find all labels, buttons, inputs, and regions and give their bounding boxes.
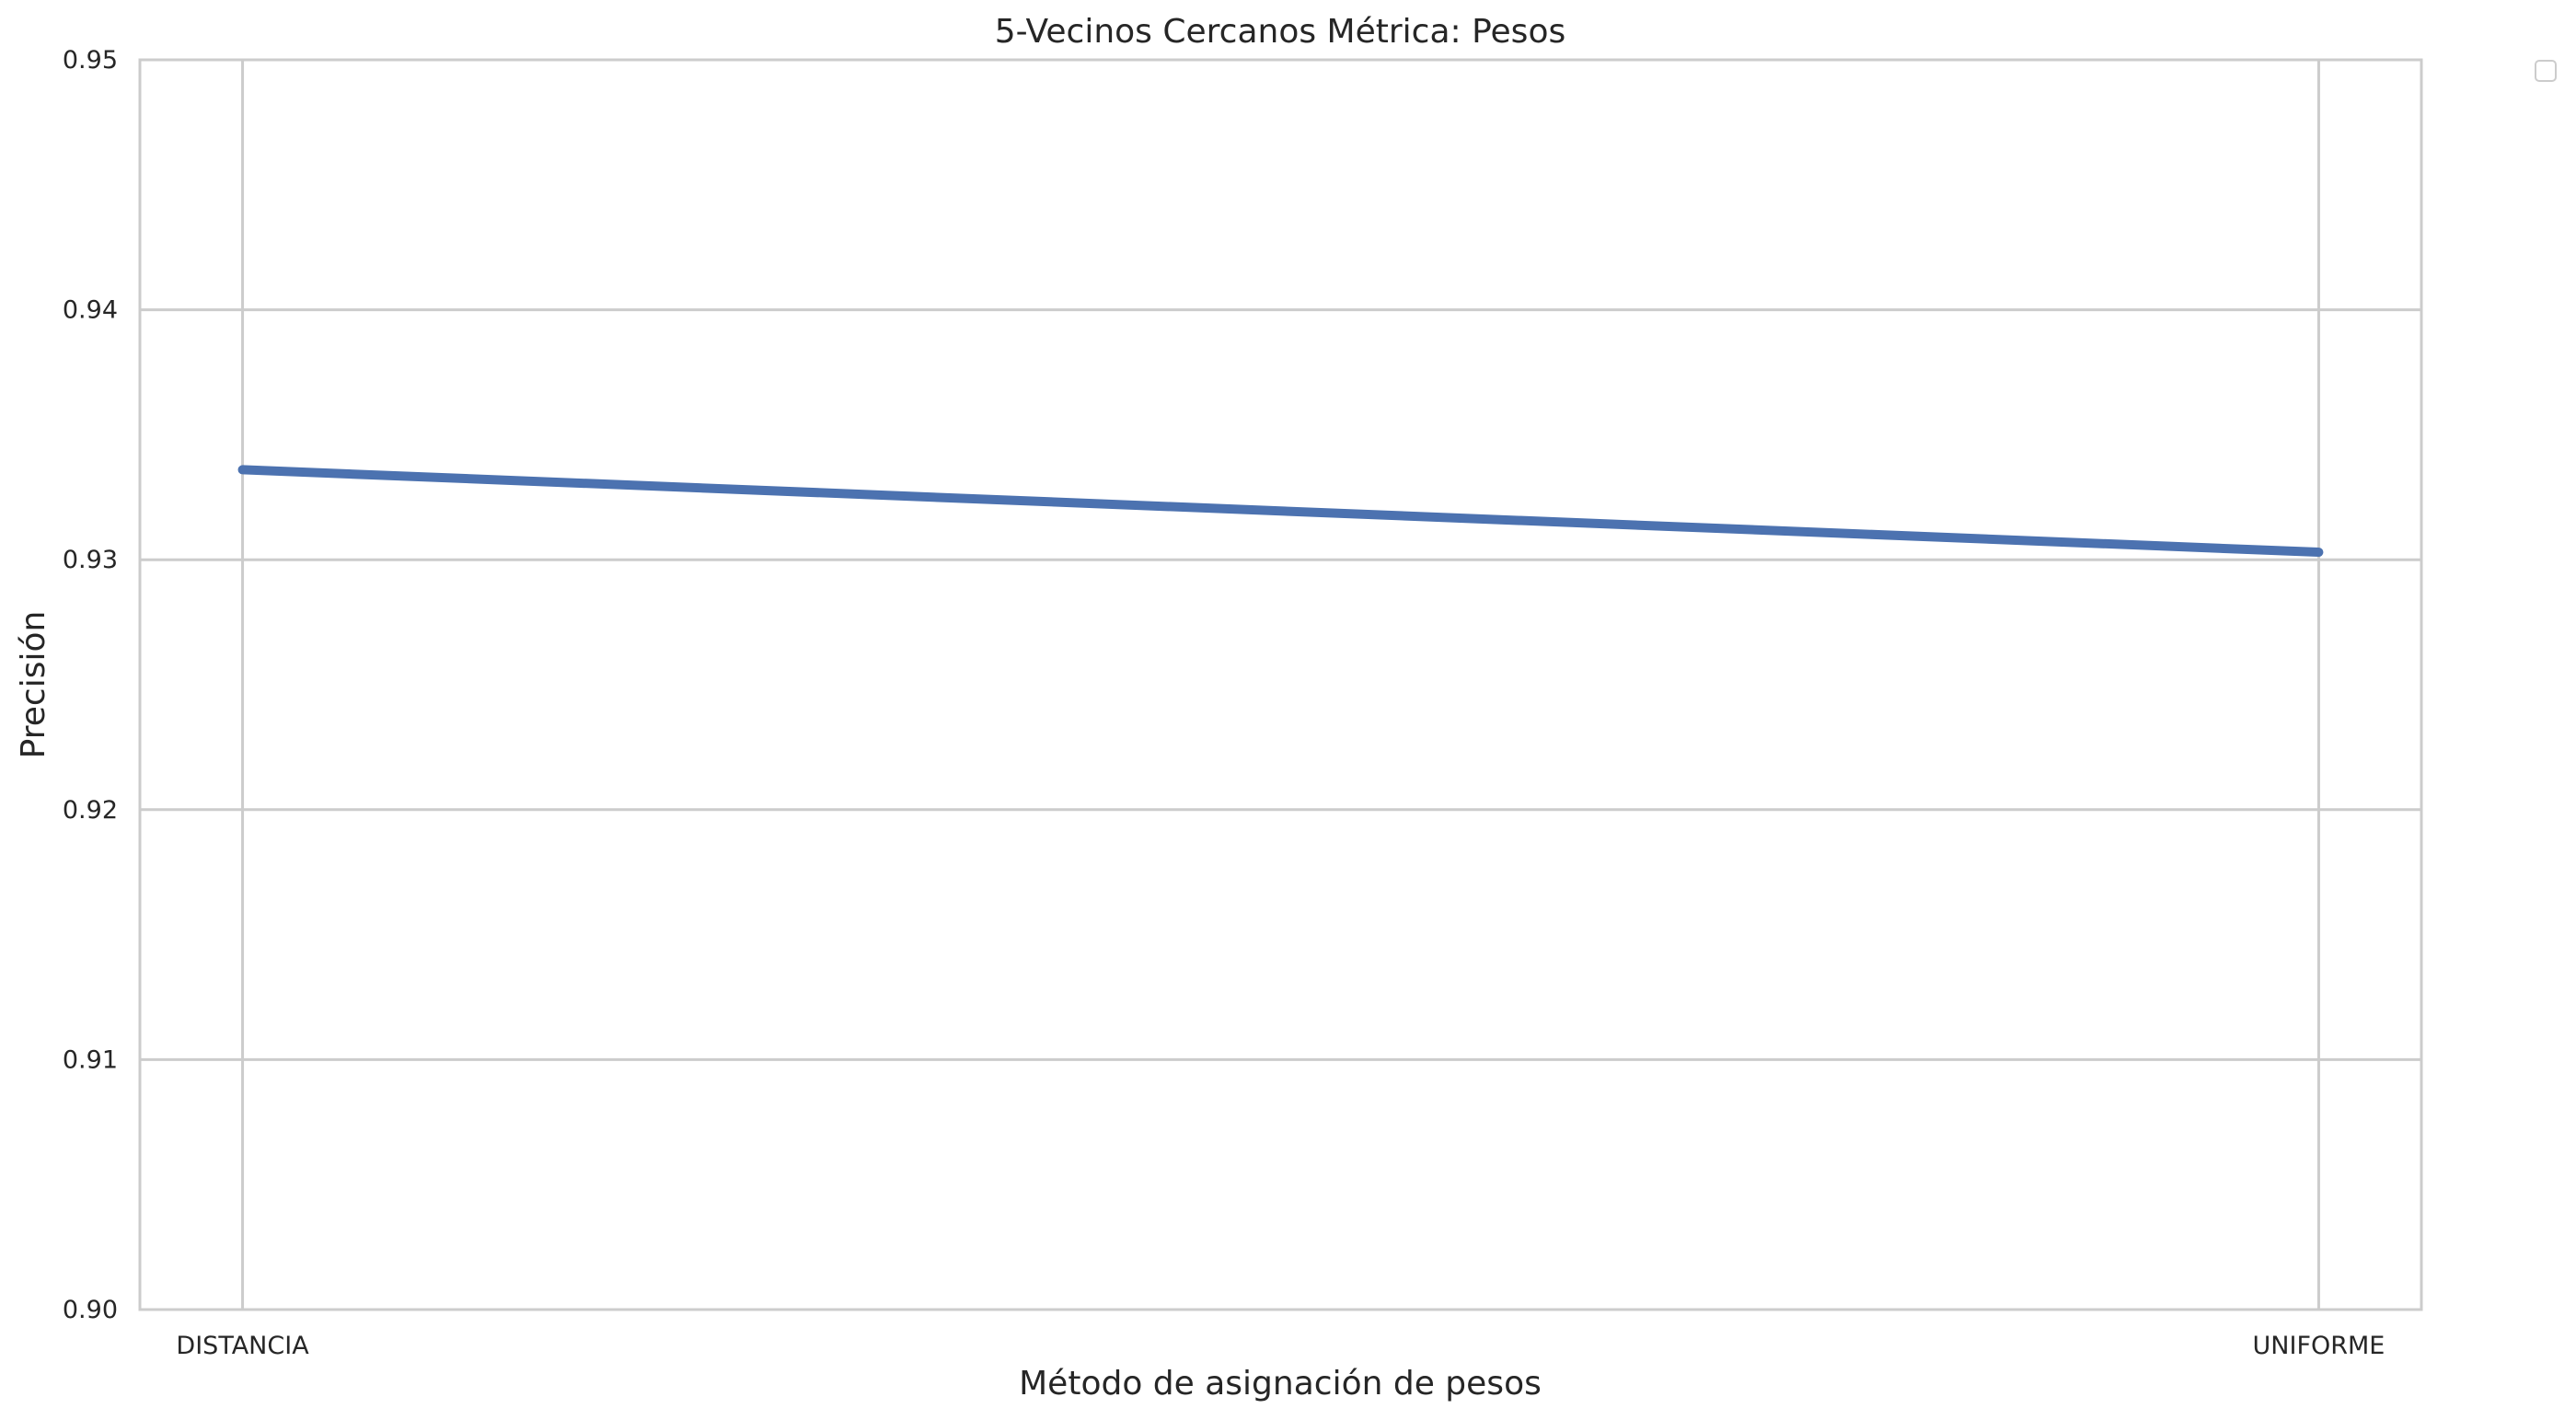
- chart-title: 5-Vecinos Cercanos Métrica: Pesos: [995, 13, 1565, 51]
- x-tick-label: UNIFORME: [2253, 1332, 2385, 1360]
- series-layer: [237, 465, 2324, 558]
- x-tick-label: DISTANCIA: [176, 1332, 309, 1360]
- plot-frame: [138, 58, 2423, 1311]
- y-tick-label: 0.94: [63, 296, 118, 325]
- x-tick-labels: DISTANCIA UNIFORME: [176, 1332, 2385, 1360]
- y-tick-label: 0.91: [63, 1045, 118, 1074]
- y-tick-label: 0.93: [63, 546, 118, 574]
- x-axis-label: Método de asignación de pesos: [1019, 1365, 1542, 1403]
- grid-layer: [140, 58, 2421, 1311]
- y-tick-labels: 0.90 0.91 0.92 0.93 0.94 0.95: [63, 46, 118, 1324]
- legend-box: [2535, 60, 2557, 82]
- series-line: [237, 465, 2324, 558]
- y-tick-label: 0.95: [63, 46, 118, 75]
- y-tick-label: 0.92: [63, 796, 118, 825]
- y-axis-label: Precisión: [15, 611, 52, 759]
- y-tick-label: 0.90: [63, 1296, 118, 1324]
